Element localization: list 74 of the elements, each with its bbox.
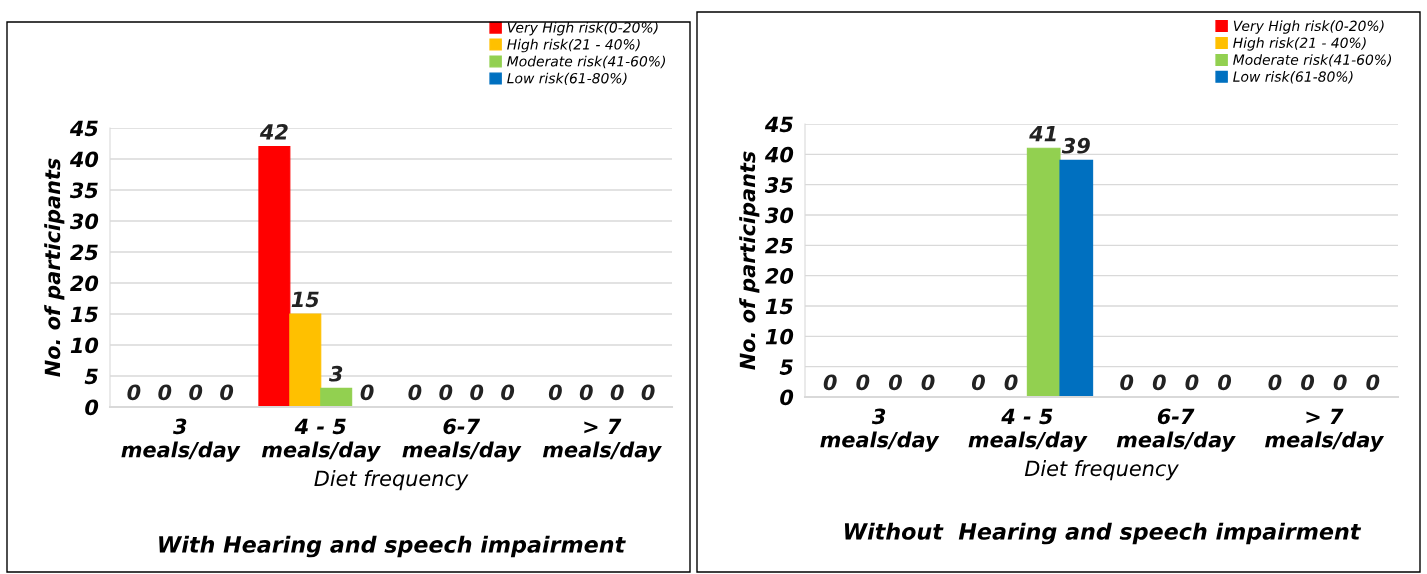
x-tick-label: 4 - 5 meals/day: [968, 408, 1088, 452]
y-tick-label: 10: [70, 337, 99, 354]
data-label: 0: [408, 384, 422, 401]
legend-label: Low risk(61-80%): [507, 72, 627, 86]
y-tick-label: 40: [69, 151, 99, 168]
data-label: 0: [158, 384, 172, 401]
data-label: 0: [360, 384, 374, 401]
y-axis-title: No. of participants: [44, 158, 65, 377]
data-label: 0: [1120, 374, 1134, 391]
y-tick-label: 0: [780, 389, 794, 406]
data-label: 0: [1366, 374, 1380, 391]
data-label: 0: [1268, 374, 1282, 391]
data-label: 0: [610, 384, 624, 401]
x-tick-label: > 7 meals/day: [1265, 408, 1385, 452]
data-label: 15: [291, 291, 319, 308]
data-label: 0: [641, 384, 655, 401]
y-tick-label: 35: [764, 177, 793, 193]
data-label: 0: [1218, 374, 1232, 391]
y-tick-label: 45: [69, 120, 98, 137]
text: Without Hearing and speech impairment: [844, 522, 1362, 545]
data-label: 41: [1029, 125, 1056, 142]
y-tick-label: 30: [69, 213, 99, 230]
data-label: 0: [823, 374, 837, 391]
y-tick-label: 15: [765, 298, 793, 315]
x-tick-label: 3 meals/day: [820, 408, 940, 452]
legend-label: Low risk(61-80%): [1233, 71, 1353, 84]
text: With Hearing and speech impairment: [159, 535, 626, 558]
data-label: 0: [548, 384, 562, 401]
y-tick-label: 45: [764, 116, 793, 133]
data-label: 0: [1185, 374, 1199, 391]
x-tick-label: 4 - 5 meals/day: [261, 418, 381, 462]
data-label: 0: [971, 374, 985, 391]
data-label: 0: [501, 384, 515, 401]
y-tick-label: 30: [764, 207, 794, 224]
data-label: 0: [189, 384, 203, 401]
legend-label: Very High risk(0-20%): [1233, 20, 1384, 34]
x-axis-title: Diet frequency: [314, 470, 469, 491]
y-tick-label: 40: [764, 146, 794, 163]
data-label: 39: [1061, 137, 1090, 154]
legend-label: Very High risk(0-20%): [507, 21, 658, 36]
x-tick-label: > 7 meals/day: [542, 418, 662, 462]
x-axis-title: Diet frequency: [1024, 460, 1179, 481]
y-tick-label: 5: [84, 368, 98, 385]
y-tick-label: 10: [765, 328, 794, 345]
data-label: 0: [888, 374, 902, 391]
data-label: 0: [1333, 374, 1347, 391]
legend-label: Moderate risk(41-60%): [1233, 54, 1392, 67]
data-label: 0: [127, 384, 141, 401]
legend-label: Moderate risk(41-60%): [507, 55, 666, 69]
y-tick-label: 25: [765, 237, 793, 254]
y-tick-label: 25: [70, 244, 98, 261]
data-label: 3: [328, 365, 343, 382]
x-tick-label: 6-7 meals/day: [1116, 408, 1236, 452]
data-label: 0: [921, 374, 935, 391]
y-tick-label: 0: [85, 399, 99, 416]
y-axis-title: No. of participants: [739, 151, 760, 370]
data-label: 0: [1152, 374, 1166, 391]
y-tick-label: 5: [779, 359, 793, 375]
data-label: 0: [470, 384, 484, 401]
y-tick-label: 20: [70, 275, 99, 292]
data-label: 0: [579, 384, 593, 401]
legend-label: High risk(21 - 40%): [1233, 37, 1366, 51]
data-label: 0: [439, 384, 453, 401]
data-label: 42: [259, 124, 288, 140]
x-tick-label: 6-7 meals/day: [402, 418, 522, 462]
data-label: 0: [1301, 374, 1315, 391]
y-tick-label: 35: [69, 182, 98, 199]
data-label: 0: [1004, 374, 1018, 391]
legend-label: High risk(21 - 40%): [507, 38, 640, 53]
y-tick-label: 20: [765, 268, 794, 284]
y-tick-label: 15: [70, 306, 98, 323]
data-label: 0: [220, 384, 234, 401]
data-label: 0: [856, 374, 870, 391]
x-tick-label: 3 meals/day: [121, 418, 241, 462]
